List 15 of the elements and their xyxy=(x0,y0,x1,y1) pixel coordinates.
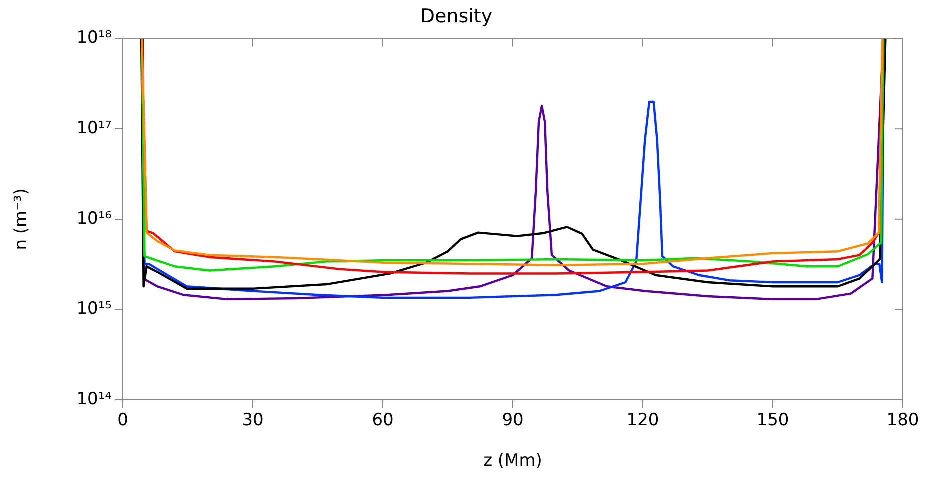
y-tick-label: 10¹⁷ xyxy=(76,118,112,139)
chart-title: Density xyxy=(420,5,493,28)
y-tick-label: 10¹⁴ xyxy=(76,389,112,410)
y-tick-label: 10¹⁶ xyxy=(76,208,112,229)
y-tick-label: 10¹⁵ xyxy=(76,299,112,320)
y-axis-title: n (m⁻³) xyxy=(12,188,32,250)
x-tick-label: 0 xyxy=(118,410,128,431)
x-tick-label: 60 xyxy=(372,410,394,431)
x-tick-label: 180 xyxy=(886,410,920,431)
y-tick-label: 10¹⁸ xyxy=(76,28,112,48)
x-tick-label: 120 xyxy=(626,410,660,431)
x-tick-label: 150 xyxy=(756,410,790,431)
x-tick-label: 90 xyxy=(502,410,524,431)
x-axis-title: z (Mm) xyxy=(484,451,542,472)
x-tick-label: 30 xyxy=(242,410,264,431)
